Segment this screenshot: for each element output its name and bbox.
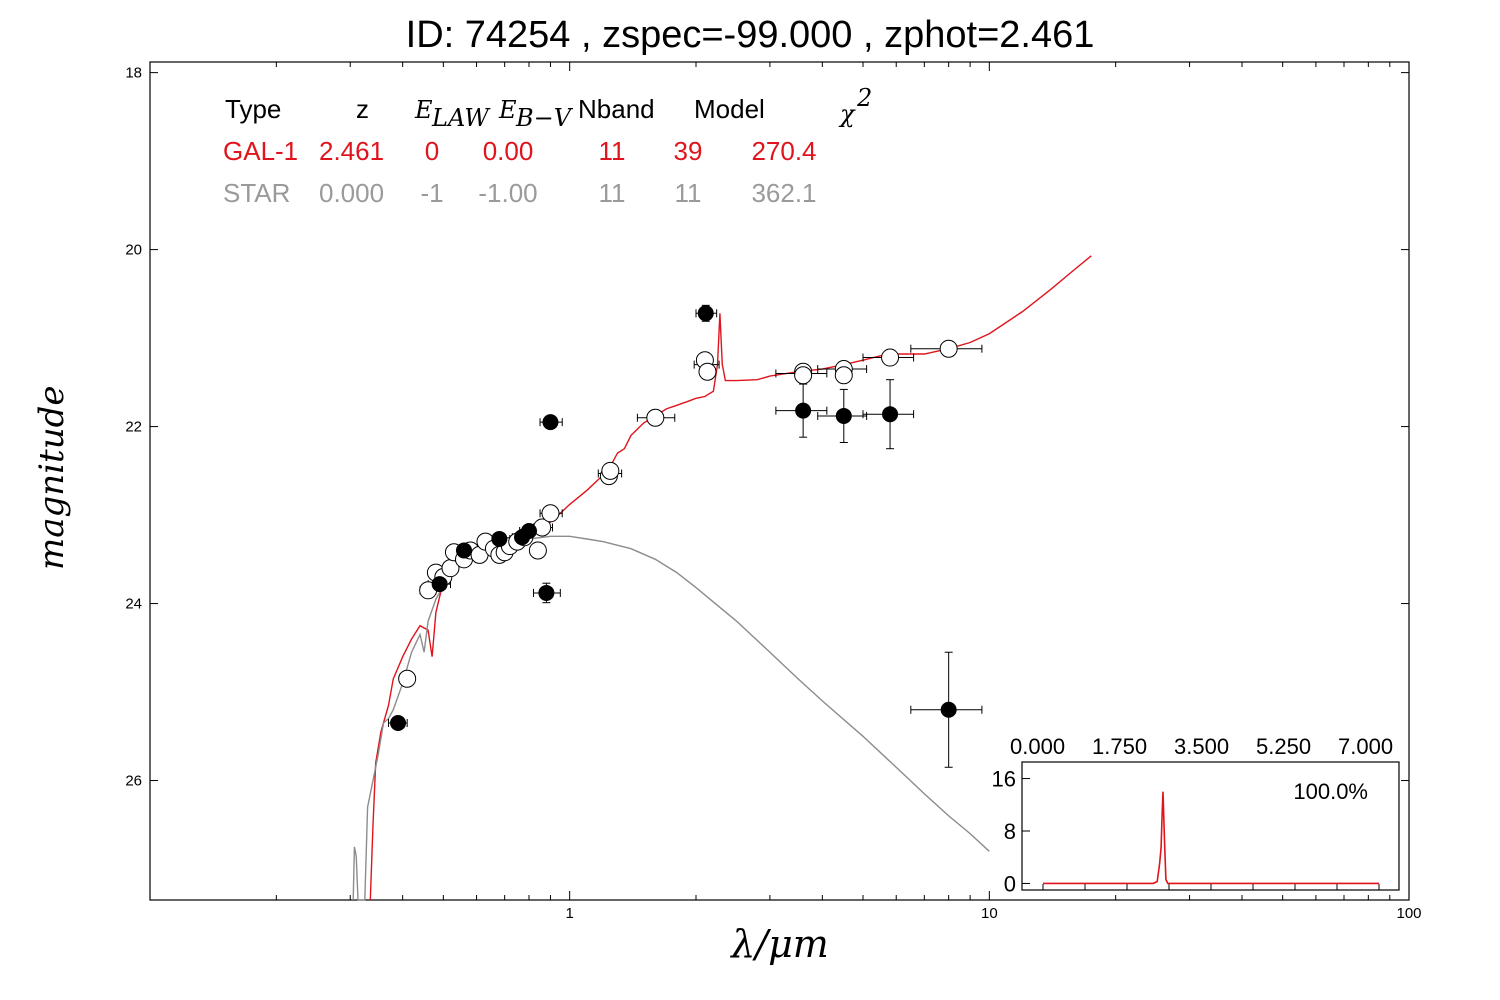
fit-table-cell: 2.461 xyxy=(319,136,384,166)
fit-table-cell: -1 xyxy=(420,178,443,208)
x-tick-label: 1 xyxy=(565,905,573,922)
inset-y-tick-label: 0 xyxy=(1004,871,1016,896)
open-point xyxy=(646,408,665,427)
inset-x-tick-label: 5.250 xyxy=(1256,734,1311,759)
filled-point xyxy=(542,414,559,431)
hdr-chi: χ xyxy=(838,100,856,128)
filled-point xyxy=(431,576,448,593)
fit-table-cell: 11 xyxy=(675,178,702,208)
filled-point xyxy=(491,530,508,547)
fit-table-cell: 11 xyxy=(599,178,626,208)
fit-table-cell: 11 xyxy=(599,136,626,166)
fit-table-cell: 0.00 xyxy=(483,136,534,166)
y-tick-label: 26 xyxy=(125,773,142,790)
fit-table-cell: 0 xyxy=(425,136,439,166)
inset-annotation: 100.0% xyxy=(1293,779,1368,804)
fit-table-cell: -1.00 xyxy=(478,178,537,208)
open-point xyxy=(528,541,547,560)
inset-y-tick-label: 8 xyxy=(1004,819,1016,844)
inset-pdz: 0.000 1.750 3.500 5.250 7.000 16 8 0 100.0% xyxy=(992,734,1400,896)
inset-x-tick-label: 3.500 xyxy=(1174,734,1229,759)
hdr-nband: Nband xyxy=(578,94,655,124)
x-tick-label: 10 xyxy=(981,905,998,922)
fit-table-cell: 270.4 xyxy=(751,136,816,166)
filled-point xyxy=(795,402,812,419)
hdr-type: Type xyxy=(225,94,281,124)
y-tick-label: 18 xyxy=(125,65,142,82)
filled-point xyxy=(940,701,957,718)
open-point xyxy=(794,366,813,385)
filled-point xyxy=(697,305,714,322)
inset-pdz-curve xyxy=(1043,791,1379,885)
fit-table-cell: GAL-1 xyxy=(223,136,298,166)
hdr-ebv: E xyxy=(498,96,517,124)
inset-x-tick-label: 1.750 xyxy=(1092,734,1147,759)
x-tick-label: 100 xyxy=(1396,905,1421,922)
hdr-model: Model xyxy=(694,94,765,124)
inset-frame xyxy=(1021,761,1400,891)
open-point xyxy=(601,461,620,480)
y-tick-label: 24 xyxy=(125,596,142,613)
inset-x-tick-label: 7.000 xyxy=(1338,734,1393,759)
inset-y-tick-label: 16 xyxy=(992,767,1016,792)
hdr-z: z xyxy=(356,94,369,124)
filled-point xyxy=(455,542,472,559)
hdr-ebv-sub: B−V xyxy=(515,104,574,132)
series-line-gal-1 xyxy=(369,255,1092,901)
x-axis-label: λ/μm xyxy=(731,922,829,966)
open-point xyxy=(398,669,417,688)
hdr-chi-sup: 2 xyxy=(856,84,872,112)
series-line-star xyxy=(352,535,990,901)
fit-table-cell: STAR xyxy=(223,178,290,208)
filled-point xyxy=(835,407,852,424)
fit-table-cell: 362.1 xyxy=(751,178,816,208)
fit-table: Type z E LAW E B−V Nband Model χ 2 GAL-1… xyxy=(223,84,872,208)
open-point xyxy=(939,339,958,358)
hdr-elaw: E xyxy=(414,96,433,124)
y-tick-label: 22 xyxy=(125,419,142,436)
fit-table-cell: 0.000 xyxy=(319,178,384,208)
open-point xyxy=(698,362,717,381)
chart-title: ID: 74254 , zspec=-99.000 , zphot=2.461 xyxy=(405,14,1095,56)
filled-point xyxy=(882,406,899,423)
y-tick-label: 20 xyxy=(125,242,142,259)
filled-point xyxy=(538,584,555,601)
fit-table-cell: 39 xyxy=(674,136,703,166)
filled-point xyxy=(390,715,407,732)
hdr-elaw-sub: LAW xyxy=(431,104,491,132)
plot-frame xyxy=(149,61,1410,901)
open-point xyxy=(541,504,560,523)
open-point xyxy=(834,366,853,385)
inset-x-tick-label: 0.000 xyxy=(1010,734,1065,759)
filled-point xyxy=(520,522,537,539)
open-point xyxy=(881,348,900,367)
